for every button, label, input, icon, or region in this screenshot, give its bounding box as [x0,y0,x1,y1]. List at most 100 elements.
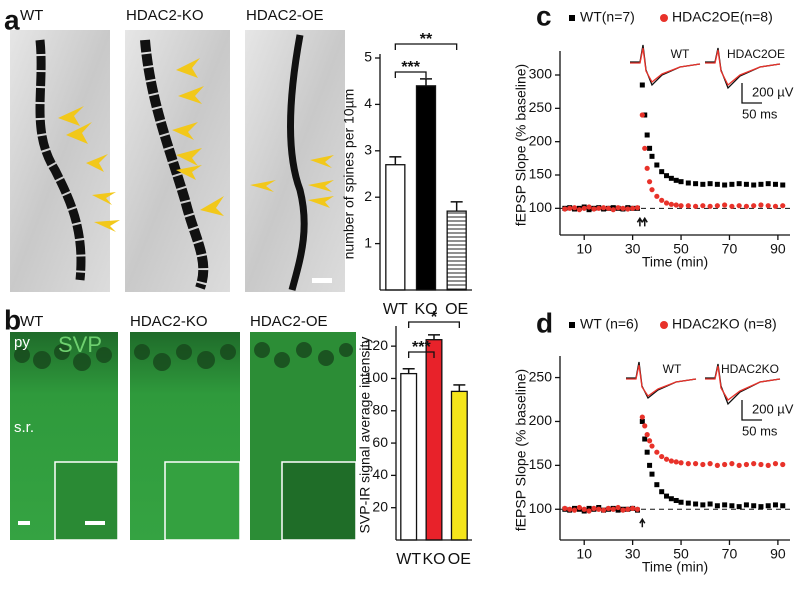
data-point [639,414,645,420]
data-point [586,505,592,511]
data-point [743,181,749,187]
significance-bracket [408,321,460,328]
legend-marker [660,14,668,22]
data-point [630,205,636,211]
data-point [685,180,691,186]
dendrite [35,39,86,281]
data-point [581,506,587,512]
data-point [685,461,691,467]
data-point [581,205,587,211]
panel-label: c [536,0,552,31]
legend-label: HDAC2OE(n=8) [672,9,773,25]
data-point [644,165,650,171]
data-point [692,461,699,467]
y-tick-label: 80 [372,401,388,417]
y-tick-label: 100 [529,500,553,516]
data-point [567,506,573,512]
bar [446,210,467,291]
data-point [673,459,679,465]
data-point [649,471,655,477]
data-point [642,436,648,442]
data-point [743,203,750,209]
data-point [736,181,742,187]
bar [425,339,443,541]
significance-label: * [431,309,438,326]
data-point [596,506,602,512]
data-point [576,207,582,213]
data-point [692,203,699,209]
image-label: HDAC2-KO [130,313,208,330]
data-point [630,505,636,511]
data-point [649,187,655,193]
data-point [668,496,674,502]
data-point [620,205,626,211]
dendrite [287,34,308,291]
data-point [707,501,713,507]
data-point [571,507,578,513]
y-tick-label: 20 [372,498,388,514]
data-point [654,449,660,455]
x-tick-label: KO [414,301,437,318]
data-point [615,507,621,513]
y-tick-label: 250 [529,368,553,384]
data-point [751,503,757,509]
image-label: WT [20,7,43,24]
data-point [591,206,597,212]
bar [450,390,468,541]
y-tick-label: 40 [372,466,388,482]
data-point [685,500,691,506]
data-point [722,182,728,188]
data-point [625,506,631,512]
y-tick-label: 150 [529,456,553,472]
legend-label: HDAC2KO (n=8) [672,316,777,332]
data-point [765,181,771,187]
data-point [663,200,670,206]
y-tick-label: 250 [529,99,553,115]
data-point [571,205,578,211]
data-point [647,145,653,151]
inset [164,461,241,541]
y-tick-label: 200 [529,132,553,148]
x-tick-label: 30 [625,241,641,257]
y-tick-label: 120 [365,337,389,353]
data-point [664,173,670,179]
data-point [639,112,645,118]
layer-label: s.r. [14,419,34,436]
data-point [649,153,655,159]
scale-label: 200 µV [752,84,794,99]
data-point [714,181,720,187]
stimulus-arrow [636,216,644,227]
inset [281,461,357,541]
data-point [729,503,735,509]
data-point [668,458,674,464]
data-point [634,205,641,211]
scale-label: 50 ms [742,423,778,438]
data-point [649,443,655,449]
x-tick-label: KO [422,551,445,568]
data-point [668,201,674,207]
data-point [610,207,616,213]
data-point [673,177,679,183]
scale-bar [312,278,332,283]
data-point [639,418,645,424]
trace-insets [626,44,781,421]
bar [400,372,418,541]
x-axis-label: Time (min) [642,559,708,575]
data-point [678,460,684,466]
data-point [678,203,684,209]
data-point [758,181,764,187]
data-point [615,504,621,511]
bar [385,164,406,291]
y-tick-label: 100 [529,199,553,215]
x-tick-label: 70 [722,241,738,257]
data-point [714,503,720,509]
y-tick-label: 100 [365,369,389,385]
arrowheads [58,58,334,232]
data-point [562,505,568,511]
scale-label: 200 µV [752,401,794,416]
panel-label: d [536,307,553,338]
data-point [780,461,786,468]
x-tick-label: 30 [625,546,641,562]
data-point [685,203,691,209]
